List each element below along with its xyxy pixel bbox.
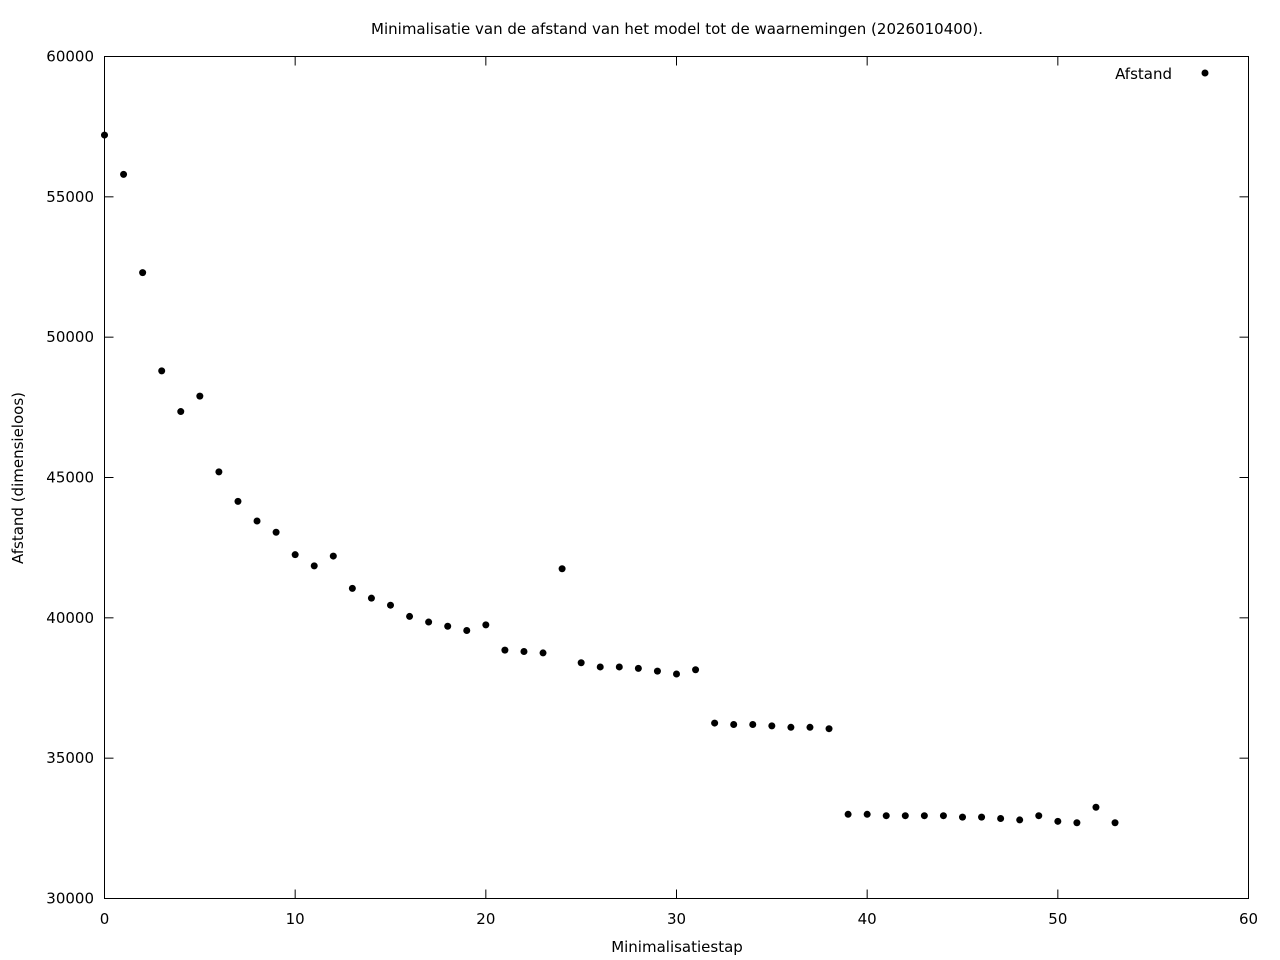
legend-label-afstand: Afstand bbox=[1115, 65, 1172, 83]
data-point bbox=[463, 626, 471, 634]
plot-frame bbox=[104, 56, 1249, 899]
data-point bbox=[749, 720, 757, 728]
data-point bbox=[978, 813, 986, 821]
data-point bbox=[1111, 819, 1119, 827]
x-tick-label: 10 bbox=[286, 910, 305, 928]
data-point bbox=[367, 594, 375, 602]
x-tick-label: 50 bbox=[1048, 910, 1067, 928]
data-point bbox=[1092, 803, 1100, 811]
data-point bbox=[1035, 812, 1043, 820]
legend-marker-afstand bbox=[1201, 69, 1209, 77]
data-point bbox=[215, 468, 223, 476]
x-tick-label: 60 bbox=[1239, 910, 1258, 928]
data-point bbox=[387, 601, 394, 609]
x-tick-label: 30 bbox=[667, 910, 686, 928]
data-point bbox=[939, 812, 947, 820]
data-point bbox=[234, 497, 242, 505]
x-tick-label: 40 bbox=[858, 910, 877, 928]
y-axis-label: Afstand (dimensieloos) bbox=[9, 392, 27, 564]
y-tick-label: 35000 bbox=[46, 749, 94, 767]
x-axis-ticks: 0 10 20 30 40 50 60 bbox=[100, 56, 1258, 928]
data-point bbox=[348, 584, 356, 592]
data-point bbox=[1073, 819, 1081, 827]
x-axis-label: Minimalisatiestap bbox=[611, 938, 743, 956]
y-tick-label: 45000 bbox=[46, 469, 94, 487]
data-point bbox=[291, 551, 299, 559]
data-point bbox=[1054, 817, 1062, 825]
data-point bbox=[272, 528, 280, 536]
data-point bbox=[482, 621, 490, 629]
y-tick-label: 50000 bbox=[46, 328, 94, 346]
chart-title: Minimalisatie van de afstand van het mod… bbox=[371, 20, 983, 38]
data-point bbox=[692, 666, 700, 674]
data-point bbox=[1016, 816, 1024, 824]
data-point bbox=[101, 131, 108, 139]
data-point bbox=[673, 670, 680, 678]
data-point bbox=[501, 646, 509, 654]
data-point bbox=[634, 664, 642, 672]
data-point bbox=[444, 622, 452, 630]
y-tick-label: 30000 bbox=[46, 890, 94, 908]
data-point bbox=[882, 812, 890, 820]
data-point bbox=[253, 517, 261, 525]
data-point bbox=[158, 367, 166, 375]
data-point bbox=[558, 565, 566, 573]
x-tick-label: 20 bbox=[476, 910, 495, 928]
data-point bbox=[959, 813, 966, 821]
data-point bbox=[901, 812, 909, 820]
data-point bbox=[920, 812, 928, 820]
data-point bbox=[844, 810, 852, 818]
data-point bbox=[196, 392, 204, 400]
y-tick-label: 60000 bbox=[46, 48, 94, 66]
y-axis-ticks: 30000 35000 40000 45000 50000 55000 60000 bbox=[46, 48, 1249, 908]
y-tick-label: 55000 bbox=[46, 188, 94, 206]
data-point bbox=[310, 562, 318, 570]
data-point bbox=[120, 170, 128, 178]
data-point bbox=[653, 667, 661, 675]
data-point bbox=[787, 723, 795, 731]
data-point bbox=[177, 408, 185, 416]
y-tick-label: 40000 bbox=[46, 609, 94, 627]
data-point bbox=[997, 815, 1005, 823]
legend: Afstand bbox=[1115, 65, 1209, 83]
data-point bbox=[711, 719, 719, 727]
data-point bbox=[139, 269, 147, 277]
data-point bbox=[539, 649, 547, 657]
data-point bbox=[730, 720, 738, 728]
data-point bbox=[863, 810, 871, 818]
data-points bbox=[101, 131, 1119, 827]
data-point bbox=[425, 618, 433, 626]
data-point bbox=[406, 612, 414, 620]
data-point bbox=[806, 723, 814, 731]
data-point bbox=[329, 552, 337, 560]
data-point bbox=[768, 722, 776, 730]
data-point bbox=[577, 659, 585, 667]
data-point bbox=[520, 648, 528, 656]
data-point bbox=[596, 663, 604, 671]
x-tick-label: 0 bbox=[100, 910, 110, 928]
data-point bbox=[825, 725, 833, 733]
data-point bbox=[615, 663, 623, 671]
